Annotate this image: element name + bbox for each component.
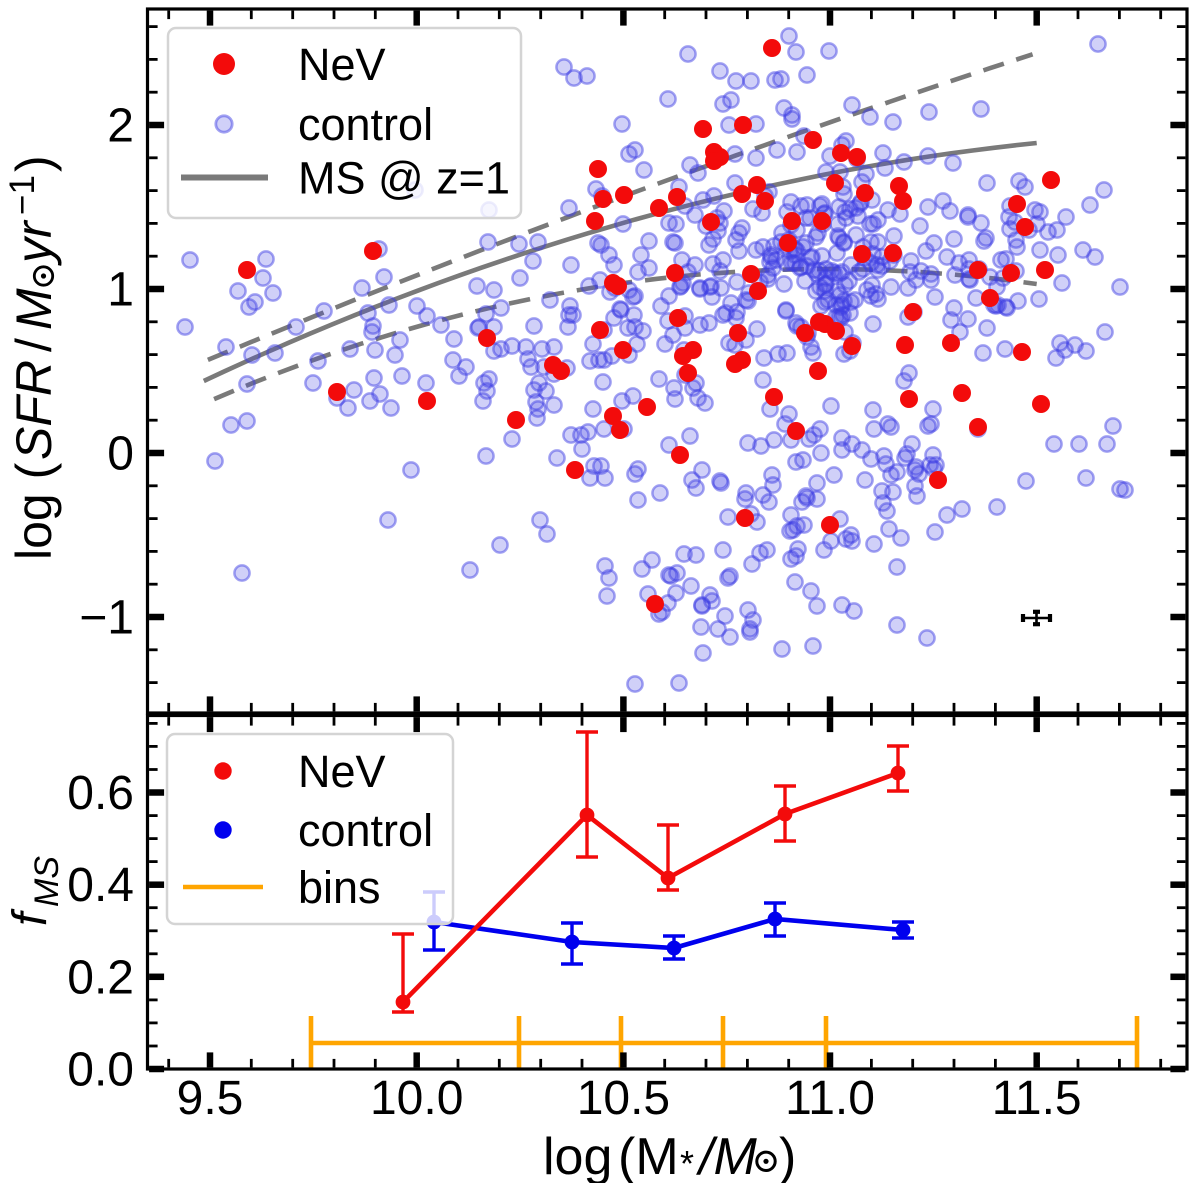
svg-text:0.6: 0.6	[67, 767, 134, 820]
svg-text:NeV: NeV	[298, 39, 386, 90]
svg-text:NeV: NeV	[298, 746, 386, 797]
svg-text:0: 0	[107, 428, 134, 481]
svg-text:/: /	[6, 338, 62, 352]
svg-text:): )	[6, 155, 62, 172]
svg-text:1: 1	[107, 264, 134, 317]
svg-text:10.5: 10.5	[577, 1072, 670, 1125]
svg-text:(M: (M	[618, 1128, 679, 1183]
svg-text:MS @ z=1: MS @ z=1	[298, 153, 510, 204]
svg-text:−1: −1	[3, 175, 42, 215]
svg-text:/M: /M	[696, 1128, 757, 1183]
svg-text:): )	[779, 1128, 796, 1183]
svg-text:SFR: SFR	[6, 360, 62, 460]
svg-text:control: control	[298, 99, 433, 150]
svg-text:M: M	[6, 288, 62, 330]
svg-text:MS: MS	[28, 856, 66, 907]
svg-text:bins: bins	[298, 862, 381, 913]
svg-text:control: control	[298, 805, 433, 856]
svg-text:*: *	[680, 1143, 694, 1183]
svg-text:9.5: 9.5	[177, 1072, 244, 1125]
svg-text:11.0: 11.0	[785, 1072, 875, 1125]
svg-text:10.0: 10.0	[370, 1072, 463, 1125]
svg-text:0.2: 0.2	[67, 951, 134, 1004]
svg-text:11.5: 11.5	[992, 1072, 1082, 1125]
svg-text:yr: yr	[6, 219, 62, 266]
svg-text:−1: −1	[79, 592, 134, 645]
svg-text:log (: log (	[6, 462, 62, 560]
svg-text:log: log	[543, 1128, 612, 1183]
svg-text:2: 2	[107, 100, 134, 153]
svg-text:0.4: 0.4	[67, 859, 134, 912]
svg-text:0.0: 0.0	[67, 1044, 134, 1097]
